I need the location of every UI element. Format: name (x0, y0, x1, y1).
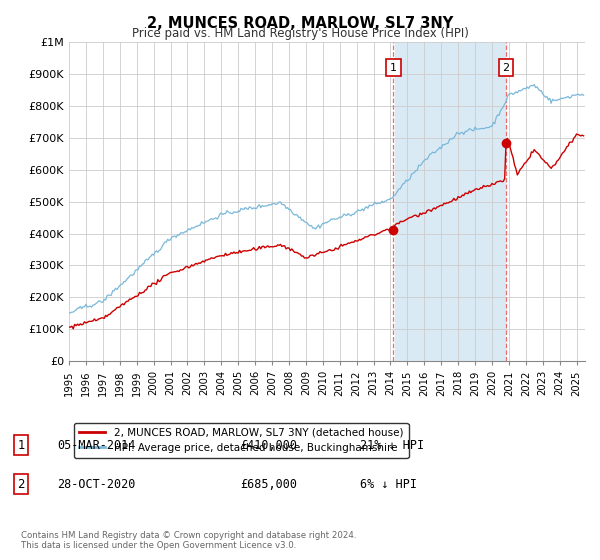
Text: 21% ↓ HPI: 21% ↓ HPI (360, 438, 424, 452)
Text: Price paid vs. HM Land Registry's House Price Index (HPI): Price paid vs. HM Land Registry's House … (131, 27, 469, 40)
Text: 2, MUNCES ROAD, MARLOW, SL7 3NY: 2, MUNCES ROAD, MARLOW, SL7 3NY (147, 16, 453, 31)
Text: £685,000: £685,000 (240, 478, 297, 491)
Legend: 2, MUNCES ROAD, MARLOW, SL7 3NY (detached house), HPI: Average price, detached h: 2, MUNCES ROAD, MARLOW, SL7 3NY (detache… (74, 422, 409, 458)
Text: 2: 2 (17, 478, 25, 491)
Text: £410,000: £410,000 (240, 438, 297, 452)
Text: Contains HM Land Registry data © Crown copyright and database right 2024.
This d: Contains HM Land Registry data © Crown c… (21, 530, 356, 550)
Text: 2: 2 (502, 63, 509, 73)
Text: 05-MAR-2014: 05-MAR-2014 (57, 438, 136, 452)
Text: 28-OCT-2020: 28-OCT-2020 (57, 478, 136, 491)
Text: 1: 1 (17, 438, 25, 452)
Text: 6% ↓ HPI: 6% ↓ HPI (360, 478, 417, 491)
Text: 1: 1 (390, 63, 397, 73)
